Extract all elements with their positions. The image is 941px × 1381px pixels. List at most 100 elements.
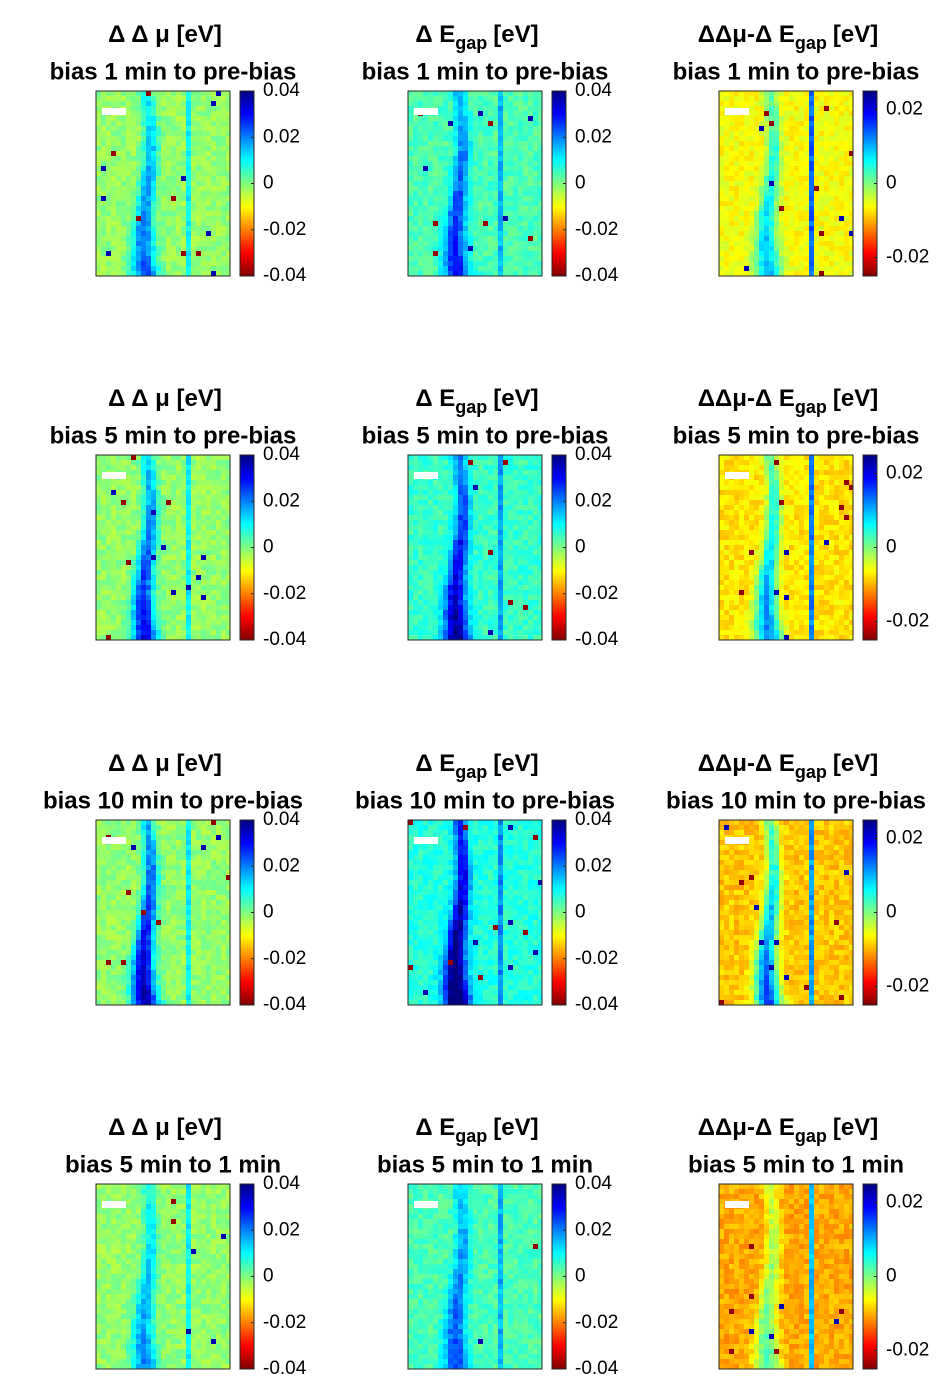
heatmap-cell <box>513 261 518 266</box>
heatmap-cell <box>141 495 146 500</box>
heatmap-cell <box>191 106 196 111</box>
heatmap-cell <box>191 620 196 625</box>
heatmap-cell <box>463 465 468 470</box>
heatmap-cell <box>201 630 206 635</box>
heatmap-cell <box>216 555 221 560</box>
heatmap-cell <box>769 216 774 221</box>
heatmap-cell <box>749 111 754 116</box>
heatmap-cell <box>448 261 453 266</box>
heatmap-cell <box>96 545 101 550</box>
heatmap-cell <box>729 196 734 201</box>
heatmap-cell <box>101 121 106 126</box>
heatmap-cell <box>106 600 111 605</box>
heatmap-cell <box>503 620 508 625</box>
heatmap-cell <box>428 246 433 251</box>
heatmap-cell <box>523 565 528 570</box>
heatmap-cell <box>764 196 769 201</box>
heatmap-cell <box>443 510 448 515</box>
heatmap-cell <box>468 555 473 560</box>
heatmap-cell <box>116 136 121 141</box>
heatmap-cell <box>101 535 106 540</box>
heatmap-cell <box>769 241 774 246</box>
heatmap-cell <box>186 570 191 575</box>
heatmap-cell <box>518 106 523 111</box>
heatmap-cell <box>106 455 111 460</box>
heatmap-cell <box>433 580 438 585</box>
heatmap-cell <box>191 151 196 156</box>
heatmap-cell <box>443 131 448 136</box>
heatmap-cell <box>839 106 844 111</box>
heatmap-cell <box>141 206 146 211</box>
heatmap-cell <box>433 96 438 101</box>
heatmap-cell <box>719 226 724 231</box>
heatmap-cell <box>839 146 844 151</box>
heatmap-cell <box>126 221 131 226</box>
heatmap-cell <box>151 111 156 116</box>
heatmap-cell <box>176 196 181 201</box>
heatmap-cell <box>844 161 849 166</box>
heatmap-cell <box>186 136 191 141</box>
heatmap-cell <box>166 635 171 640</box>
heatmap-cell <box>161 196 166 201</box>
heatmap-cell <box>473 600 478 605</box>
heatmap-cell <box>216 161 221 166</box>
heatmap-cell <box>151 515 156 520</box>
heatmap-cell <box>774 266 779 271</box>
heatmap-cell <box>196 575 201 580</box>
colorbar-tick-label: -0.04 <box>263 265 307 286</box>
heatmap-cell <box>774 151 779 156</box>
heatmap-cell <box>428 615 433 620</box>
heatmap-cell <box>196 475 201 480</box>
heatmap-cell <box>829 211 834 216</box>
heatmap-cell <box>513 101 518 106</box>
heatmap-cell <box>201 261 206 266</box>
heatmap-cell <box>769 256 774 261</box>
heatmap-cell <box>814 211 819 216</box>
heatmap-cell <box>428 256 433 261</box>
heatmap-cell <box>523 196 528 201</box>
heatmap-cell <box>418 465 423 470</box>
heatmap-cell <box>151 146 156 151</box>
heatmap-cell <box>101 206 106 211</box>
heatmap-cell <box>729 91 734 96</box>
heatmap-cell <box>503 480 508 485</box>
heatmap-cell <box>779 151 784 156</box>
heatmap-cell <box>453 465 458 470</box>
heatmap-cell <box>418 151 423 156</box>
heatmap-cell <box>408 231 413 236</box>
heatmap-cell <box>438 221 443 226</box>
heatmap-cell <box>101 620 106 625</box>
heatmap-cell <box>206 475 211 480</box>
heatmap-cell <box>498 610 503 615</box>
heatmap-cell <box>523 620 528 625</box>
heatmap-cell <box>126 156 131 161</box>
heatmap-cell <box>146 111 151 116</box>
heatmap-cell <box>181 550 186 555</box>
heatmap-cell <box>413 156 418 161</box>
heatmap-cell <box>141 510 146 515</box>
heatmap-cell <box>141 266 146 271</box>
heatmap-cell <box>428 590 433 595</box>
heatmap-cell <box>749 101 754 106</box>
heatmap-cell <box>171 266 176 271</box>
heatmap-cell <box>191 101 196 106</box>
heatmap-cell <box>719 136 724 141</box>
heatmap-cell <box>829 136 834 141</box>
heatmap-cell <box>221 550 226 555</box>
heatmap-cell <box>201 121 206 126</box>
heatmap-cell <box>784 161 789 166</box>
heatmap-cell <box>166 565 171 570</box>
heatmap-cell <box>211 261 216 266</box>
heatmap-cell <box>453 515 458 520</box>
heatmap-cell <box>116 495 121 500</box>
heatmap-cell <box>789 181 794 186</box>
heatmap-cell <box>528 111 533 116</box>
heatmap-cell <box>448 470 453 475</box>
heatmap-cell <box>528 156 533 161</box>
heatmap-cell <box>101 460 106 465</box>
heatmap-cell <box>408 111 413 116</box>
heatmap-cell <box>764 271 769 276</box>
heatmap-cell <box>156 176 161 181</box>
heatmap-cell <box>719 166 724 171</box>
heatmap-cell <box>176 231 181 236</box>
